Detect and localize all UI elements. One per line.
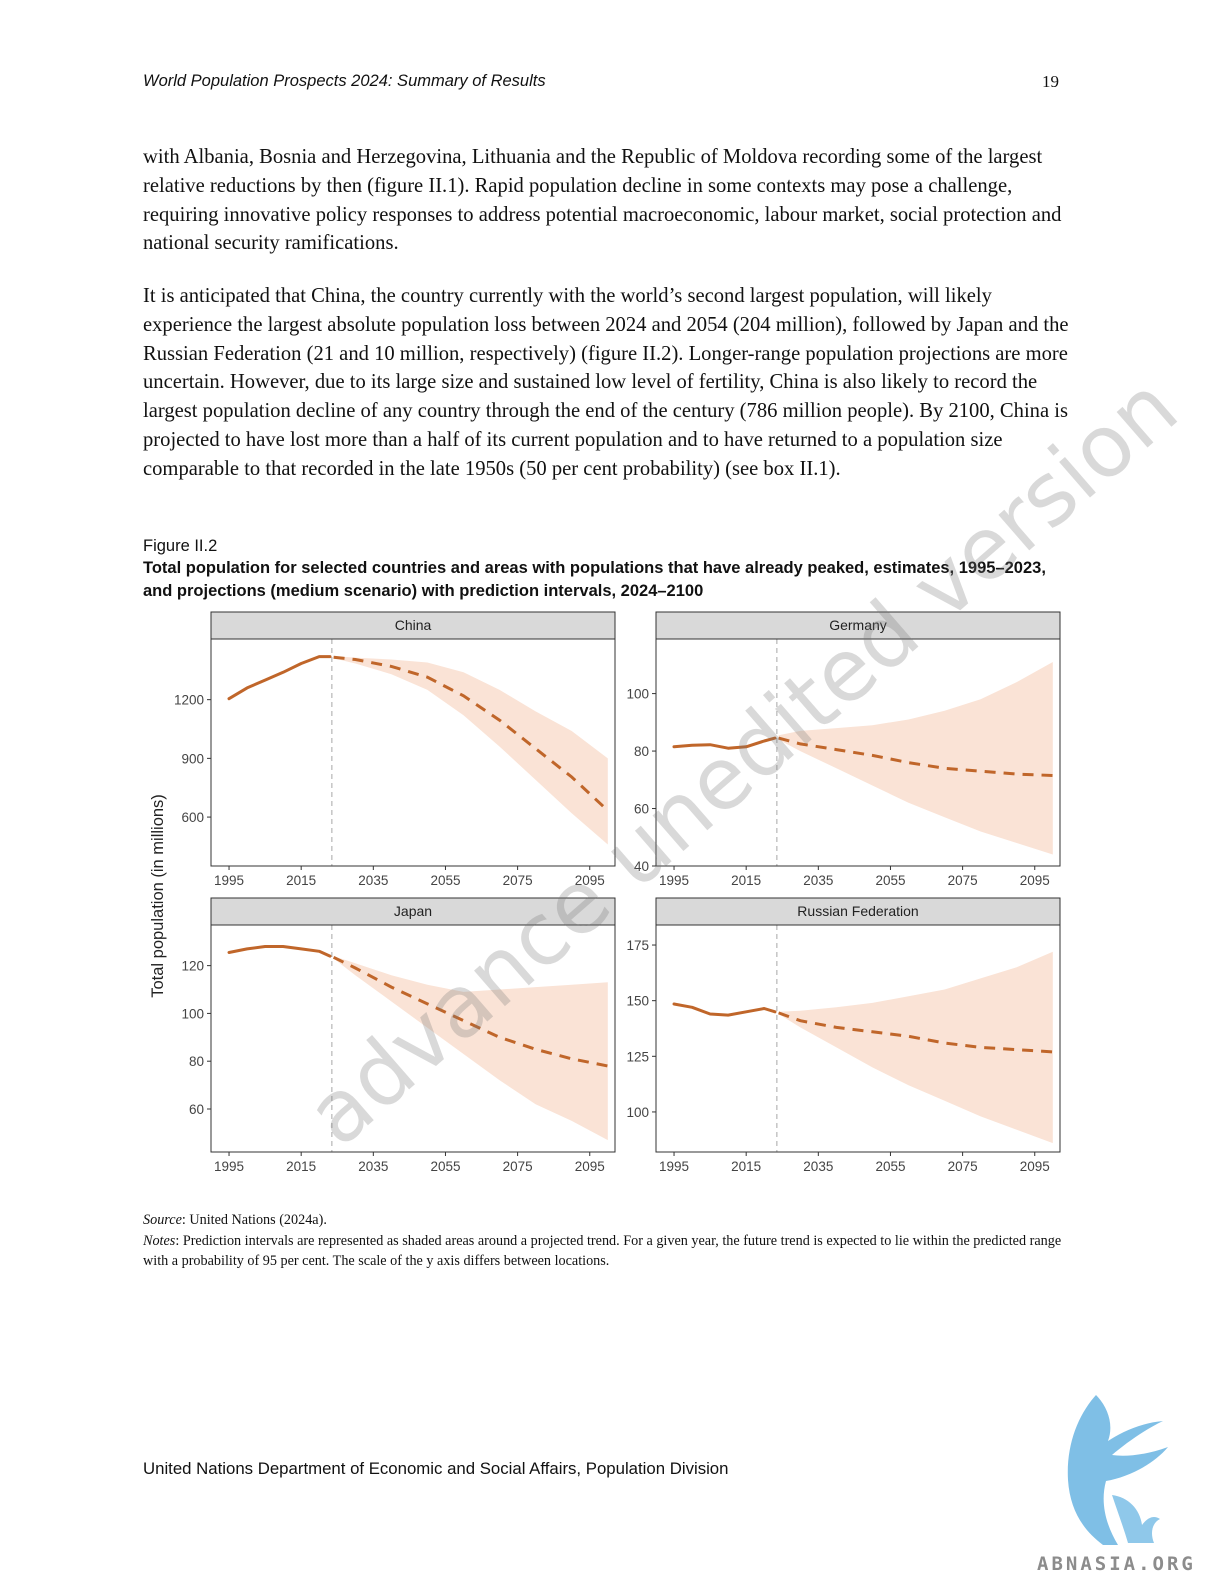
estimates-line [672, 1002, 777, 1017]
panel-title: Japan [394, 903, 432, 919]
projection-line [778, 1011, 1053, 1054]
source-label: Source [143, 1212, 182, 1228]
panel-strip [210, 611, 616, 640]
prediction-interval-band [778, 662, 1053, 855]
x-tick-label: 1995 [214, 873, 244, 888]
x-tick-label: 2035 [803, 1159, 833, 1174]
estimates-line [672, 736, 777, 750]
x-tick-label: 2095 [575, 1159, 605, 1174]
x-tick-label: 2055 [430, 873, 460, 888]
x-tick-label: 2035 [803, 873, 833, 888]
x-tick-label: 2055 [875, 873, 905, 888]
panel-title: China [395, 617, 432, 633]
y-tick-label: 40 [634, 859, 649, 874]
panel-strip [655, 897, 1061, 926]
y-tick-label: 100 [626, 687, 649, 702]
panel-china: China 600 900 1200 1995 2015 2035 2055 2075 2095 [174, 611, 616, 888]
x-tick-label: 2075 [948, 1159, 978, 1174]
panel-japan: Japan 60 80 100 120 1995 2015 2035 2055 2075 2095 [181, 897, 616, 1174]
x-tick-label: 2015 [731, 1159, 761, 1174]
y-tick-label: 125 [626, 1049, 649, 1064]
y-tick-label: 60 [634, 802, 649, 817]
x-tick-label: 2095 [1020, 1159, 1050, 1174]
y-axis-label: Total population (in millions) [149, 794, 167, 998]
notes-text: : Prediction intervals are represented a… [143, 1232, 1062, 1270]
figure-title: Total population for selected countries … [143, 559, 1046, 600]
estimates-line [227, 945, 332, 958]
source-line: Source: United Nations (2024a). [143, 1210, 1073, 1231]
body-paragraph-2: It is anticipated that China, the countr… [143, 285, 1069, 480]
x-tick-label: 2075 [503, 873, 533, 888]
estimates-line [227, 655, 332, 701]
y-tick-label: 80 [634, 744, 649, 759]
panel-title: Germany [829, 617, 887, 633]
x-tick-label: 2035 [358, 873, 388, 888]
x-tick-label: 1995 [659, 873, 689, 888]
notes-line: Notes: Prediction intervals are represen… [143, 1231, 1073, 1272]
x-tick-label: 2015 [731, 873, 761, 888]
y-tick-label: 100 [181, 1006, 204, 1021]
x-tick-label: 2055 [430, 1159, 460, 1174]
panel-strip [210, 897, 616, 926]
x-tick-label: 2095 [1020, 873, 1050, 888]
y-tick-label: 175 [626, 938, 649, 953]
page-footer: United Nations Department of Economic an… [143, 1459, 729, 1478]
griffin-icon [1067, 1395, 1168, 1545]
y-tick-label: 900 [181, 751, 204, 766]
x-tick-label: 2095 [575, 873, 605, 888]
y-tick-label: 150 [626, 994, 649, 1009]
panel-frame [655, 924, 1061, 1153]
prediction-interval-band [333, 656, 608, 845]
running-title: World Population Prospects 2024: Summary… [143, 72, 546, 90]
projection-line [333, 655, 609, 812]
prediction-interval-band [333, 956, 608, 1141]
panel-title: Russian Federation [797, 903, 918, 919]
panel-frame [210, 638, 616, 867]
x-tick-label: 2015 [286, 873, 316, 888]
panel-frame [655, 638, 1061, 867]
x-tick-label: 2075 [503, 1159, 533, 1174]
x-tick-label: 2035 [358, 1159, 388, 1174]
panel-frame [210, 924, 616, 1153]
source-text: : United Nations (2024a). [181, 1212, 327, 1228]
y-tick-label: 100 [626, 1105, 649, 1120]
x-tick-label: 1995 [214, 1159, 244, 1174]
projection-line [778, 736, 1053, 777]
panel-germany: Germany 40 60 80 100 1995 2015 2035 2055 2075 2095 [626, 611, 1061, 888]
panel-russian-federation: Russian Federation 100 125 150 175 1995 2015 20… [626, 897, 1061, 1174]
prediction-interval-band [778, 951, 1053, 1144]
notes-label: Notes [143, 1232, 176, 1249]
figure-notes: Source: United Nations (2024a). Notes: P… [143, 1210, 1073, 1272]
x-tick-label: 2055 [875, 1159, 905, 1174]
x-tick-label: 2015 [286, 1159, 316, 1174]
y-tick-label: 80 [189, 1054, 204, 1069]
body-paragraph-1: with Albania, Bosnia and Herzegovina, Li… [143, 146, 1062, 255]
y-tick-label: 120 [181, 959, 204, 974]
figure-label: Figure II.2 [143, 537, 218, 555]
page-header: World Population Prospects 2024: Summary… [143, 72, 1059, 96]
y-tick-label: 600 [181, 810, 204, 825]
projection-line [332, 955, 609, 1068]
x-tick-label: 1995 [659, 1159, 689, 1174]
y-tick-label: 1200 [174, 693, 204, 708]
page-number: 19 [1042, 72, 1059, 91]
logo-text: ABNASIA.ORG [1037, 1553, 1196, 1575]
y-tick-label: 60 [189, 1102, 204, 1117]
x-tick-label: 2075 [948, 873, 978, 888]
